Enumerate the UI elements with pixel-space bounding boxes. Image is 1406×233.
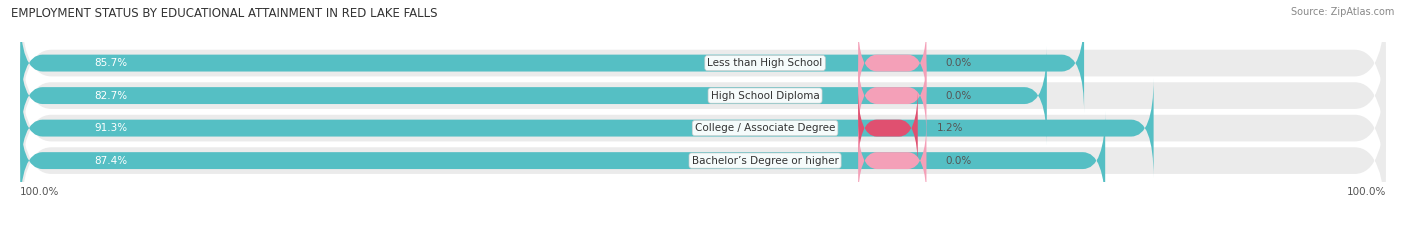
Text: 0.0%: 0.0% [945, 156, 972, 166]
FancyBboxPatch shape [858, 88, 918, 168]
FancyBboxPatch shape [20, 28, 1386, 164]
Text: 1.2%: 1.2% [936, 123, 963, 133]
Text: 0.0%: 0.0% [945, 58, 972, 68]
Text: College / Associate Degree: College / Associate Degree [695, 123, 835, 133]
Text: Bachelor’s Degree or higher: Bachelor’s Degree or higher [692, 156, 838, 166]
Text: High School Diploma: High School Diploma [710, 91, 820, 101]
Text: Source: ZipAtlas.com: Source: ZipAtlas.com [1291, 7, 1395, 17]
FancyBboxPatch shape [20, 13, 1084, 113]
FancyBboxPatch shape [20, 110, 1105, 211]
Text: 100.0%: 100.0% [20, 187, 59, 197]
Text: 91.3%: 91.3% [94, 123, 128, 133]
FancyBboxPatch shape [20, 60, 1386, 196]
FancyBboxPatch shape [20, 78, 1153, 178]
Text: 100.0%: 100.0% [1347, 187, 1386, 197]
Text: Less than High School: Less than High School [707, 58, 823, 68]
Text: EMPLOYMENT STATUS BY EDUCATIONAL ATTAINMENT IN RED LAKE FALLS: EMPLOYMENT STATUS BY EDUCATIONAL ATTAINM… [11, 7, 437, 20]
Text: 0.0%: 0.0% [945, 91, 972, 101]
FancyBboxPatch shape [20, 93, 1386, 229]
Text: 82.7%: 82.7% [94, 91, 128, 101]
FancyBboxPatch shape [20, 45, 1047, 146]
Text: 87.4%: 87.4% [94, 156, 128, 166]
FancyBboxPatch shape [858, 23, 927, 103]
FancyBboxPatch shape [858, 55, 927, 136]
FancyBboxPatch shape [20, 0, 1386, 131]
Text: 85.7%: 85.7% [94, 58, 128, 68]
FancyBboxPatch shape [858, 120, 927, 201]
